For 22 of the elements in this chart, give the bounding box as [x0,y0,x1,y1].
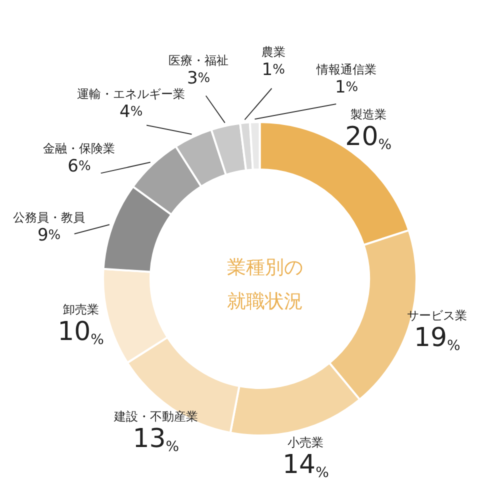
data-label: 3% [186,68,210,88]
slice-label: 医療・福祉 [168,53,229,68]
data-label: 14% [282,450,329,482]
data-label: 6% [68,156,91,176]
text: 業種別の就職状況 [226,256,303,312]
data-label: 10% [58,317,104,348]
slice-label: 金融・保険業 [43,141,116,156]
data-label: 9% [37,225,61,246]
slice-label: 公務員・教員 [13,210,86,224]
slice-label: 卸売業 [62,302,99,317]
data-label: 19% [414,322,460,354]
slice-label: 情報通信業 [316,62,377,77]
data-label: 1% [334,78,358,98]
data-label: 20% [345,122,392,153]
slice-label: 小売業 [288,436,324,450]
slice-label: 運輸・エネルギー業 [77,86,186,101]
data-label: 1% [262,60,285,80]
slice-label: 農業 [261,44,286,59]
data-label: 4% [120,102,143,122]
slice-label: 建設・不動産業 [112,410,198,424]
slice-label: 製造業 [350,107,386,122]
data-label: 13% [132,424,180,456]
